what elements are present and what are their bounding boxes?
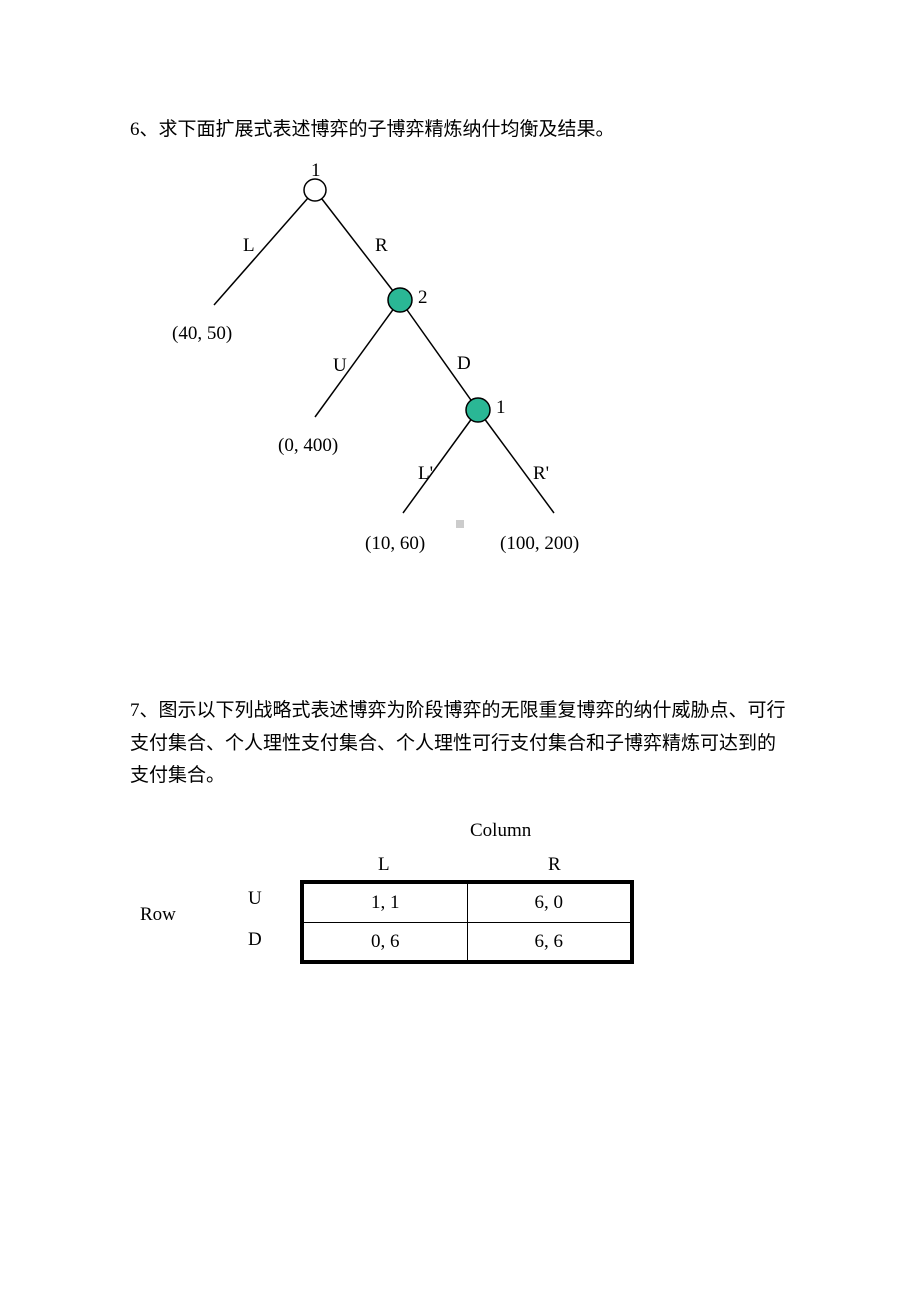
payoff-table: 1, 1 6, 0 0, 6 6, 6 bbox=[300, 880, 634, 964]
node-label: 1 bbox=[311, 160, 321, 182]
tree-edge bbox=[478, 410, 554, 513]
game-tree: L R U D L' R' 1 2 1 (40, 50) (0, 400) (10, 60) (100,… bbox=[140, 155, 690, 555]
terminal-payoff: (40, 50) bbox=[172, 323, 232, 345]
node-label: 1 bbox=[496, 397, 506, 419]
edge-label: U bbox=[333, 355, 347, 377]
tree-node bbox=[304, 179, 326, 201]
terminal-payoff: (0, 400) bbox=[278, 435, 338, 457]
game-tree-svg bbox=[140, 155, 690, 555]
row-label-U: U bbox=[248, 888, 262, 910]
edge-label: L' bbox=[418, 463, 433, 485]
terminal-payoff: (100, 200) bbox=[500, 533, 579, 555]
column-player-label: Column bbox=[470, 820, 531, 842]
table-row: 1, 1 6, 0 bbox=[302, 882, 632, 922]
terminal-payoff: (10, 60) bbox=[365, 533, 425, 555]
node-label: 2 bbox=[418, 287, 428, 309]
col-label-R: R bbox=[548, 854, 561, 876]
row-player-label: Row bbox=[140, 904, 176, 926]
tree-edge bbox=[315, 300, 400, 417]
q7-prompt: 7、图示以下列战略式表述博弈为阶段博弈的无限重复博弈的纳什威胁点、可行支付集合、… bbox=[130, 695, 790, 792]
row-label-D: D bbox=[248, 929, 262, 951]
table-row: 0, 6 6, 6 bbox=[302, 922, 632, 962]
col-label-L: L bbox=[378, 854, 390, 876]
q6-prompt: 6、求下面扩展式表述博弈的子博弈精炼纳什均衡及结果。 bbox=[130, 115, 790, 145]
cell-UR: 6, 0 bbox=[467, 882, 632, 922]
tree-node bbox=[466, 398, 490, 422]
page-center-marker bbox=[456, 520, 464, 528]
tree-edge bbox=[214, 190, 315, 305]
cell-DR: 6, 6 bbox=[467, 922, 632, 962]
cell-UL: 1, 1 bbox=[302, 882, 467, 922]
tree-node bbox=[388, 288, 412, 312]
edge-label: R' bbox=[533, 463, 549, 485]
edge-label: R bbox=[375, 235, 388, 257]
tree-edge bbox=[403, 410, 478, 513]
edge-label: L bbox=[243, 235, 255, 257]
edge-label: D bbox=[457, 353, 471, 375]
payoff-matrix: Column L R Row U D 1, 1 6, 0 0, 6 6, 6 bbox=[130, 820, 750, 980]
cell-DL: 0, 6 bbox=[302, 922, 467, 962]
